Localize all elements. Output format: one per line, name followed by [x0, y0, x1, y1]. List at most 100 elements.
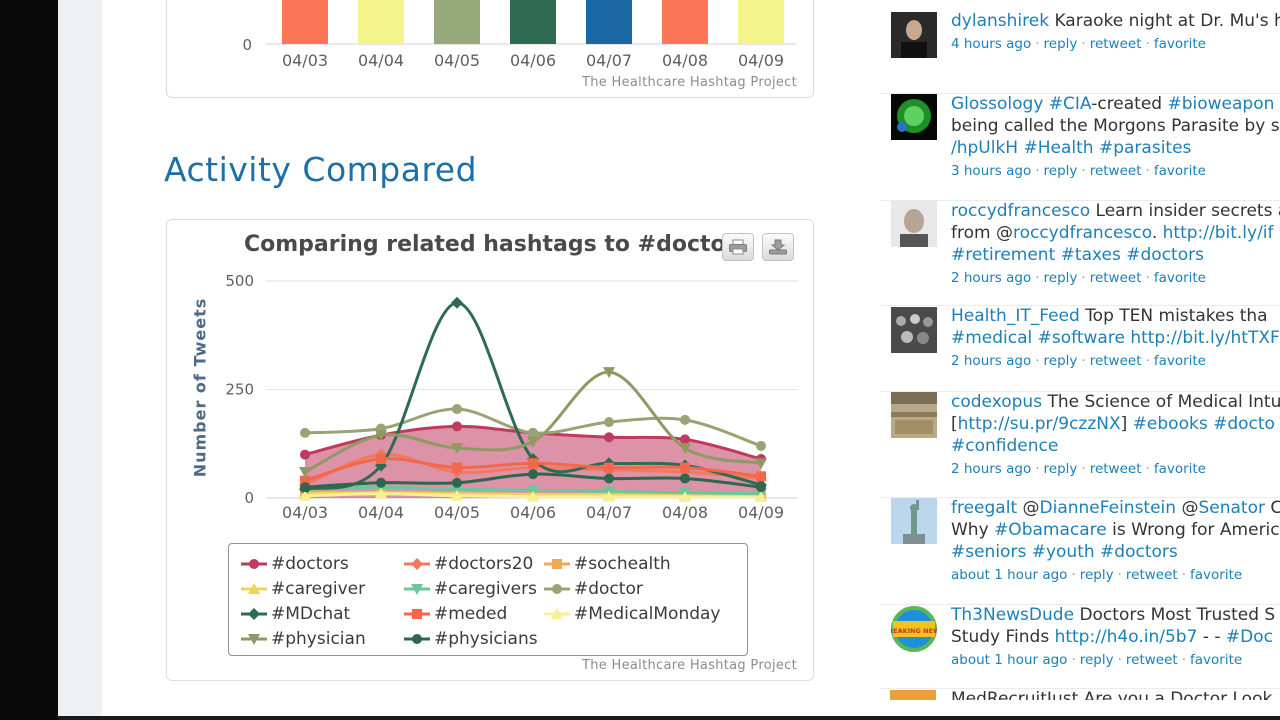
- retweet-link[interactable]: retweet: [1089, 353, 1142, 369]
- tweet-username[interactable]: codexopus: [951, 392, 1043, 412]
- retweet-link[interactable]: retweet: [1089, 461, 1142, 477]
- tweet-link[interactable]: #youth: [1031, 542, 1101, 562]
- tweet-link[interactable]: Senator: [1198, 498, 1265, 518]
- meta-separator: ·: [1081, 36, 1086, 52]
- tweet-timestamp[interactable]: 4 hours ago: [951, 36, 1032, 52]
- tweet-link[interactable]: #CIA: [1048, 94, 1092, 114]
- tweet-timestamp[interactable]: 2 hours ago: [951, 353, 1032, 369]
- retweet-link[interactable]: retweet: [1089, 163, 1142, 179]
- tweet-line: #retirement #taxes #doctors: [951, 244, 1280, 266]
- retweet-link[interactable]: retweet: [1089, 270, 1142, 286]
- tweet-text-segment: The Science of Medical Intu: [1047, 392, 1280, 412]
- avatar-green-globe-icon[interactable]: [891, 94, 937, 140]
- reply-link[interactable]: reply: [1043, 36, 1078, 52]
- tweet-link[interactable]: #Obamacare: [994, 520, 1107, 540]
- tweet-link[interactable]: http://su.pr/9czzNX: [957, 414, 1121, 434]
- download-chart-button[interactable]: [762, 233, 794, 261]
- x-tick-label: 04/07: [586, 51, 632, 70]
- print-chart-button[interactable]: [722, 233, 754, 261]
- bar: [586, 0, 632, 44]
- reply-link[interactable]: reply: [1043, 353, 1078, 369]
- tweet-timestamp[interactable]: about 1 hour ago: [951, 567, 1068, 583]
- tweet-link[interactable]: #software: [1037, 328, 1131, 348]
- reply-link[interactable]: reply: [1079, 567, 1114, 583]
- reply-link[interactable]: reply: [1043, 461, 1078, 477]
- tweet-link[interactable]: http://bit.ly/htTXF: [1130, 328, 1280, 348]
- favorite-link[interactable]: favorite: [1190, 567, 1243, 583]
- tweet-text-segment: Why: [951, 520, 995, 540]
- avatar-breaking-news-icon[interactable]: BREAKING NEWS: [891, 606, 937, 652]
- tweet-link[interactable]: #medical: [951, 328, 1038, 348]
- avatar-statue-icon[interactable]: [891, 498, 937, 544]
- tweet-text: Glossology #CIA-created #bioweapon being …: [951, 93, 1280, 159]
- tweet-link[interactable]: #docto: [1213, 414, 1275, 434]
- tweet-item: Health_IT_Feed Top TEN mistakes tha #medi…: [880, 305, 1280, 392]
- legend-symbol: [241, 608, 267, 620]
- tweet-link[interactable]: #seniors: [951, 542, 1032, 562]
- reply-link[interactable]: reply: [1079, 652, 1114, 668]
- tweet-username[interactable]: freegalt: [951, 498, 1018, 518]
- avatar-library-icon[interactable]: [891, 392, 937, 438]
- tweet-link[interactable]: #taxes: [1060, 245, 1127, 265]
- tweet-link[interactable]: http://bit.ly/if: [1162, 223, 1274, 243]
- data-point: [300, 427, 310, 438]
- tweet-timestamp[interactable]: about 1 hour ago: [951, 652, 1068, 668]
- favorite-link[interactable]: favorite: [1190, 652, 1243, 668]
- data-point: [452, 421, 462, 432]
- avatar-badge-text: BREAKING NEWS: [891, 627, 937, 635]
- tweet-link[interactable]: #confidence: [951, 436, 1059, 456]
- bar: [282, 0, 328, 44]
- retweet-link[interactable]: retweet: [1125, 652, 1178, 668]
- reply-link[interactable]: reply: [1043, 270, 1078, 286]
- tweet-username[interactable]: Health_IT_Feed: [951, 306, 1080, 326]
- favorite-link[interactable]: favorite: [1153, 36, 1206, 52]
- section-title: Activity Compared: [164, 150, 478, 189]
- tweet-item: Glossology #CIA-created #bioweapon being …: [880, 93, 1280, 201]
- data-point: [755, 491, 767, 503]
- tweet-link[interactable]: roccydfrancesco: [1012, 223, 1152, 243]
- tweet-line: Th3NewsDude Doctors Most Trusted S: [951, 604, 1280, 626]
- tweet-link[interactable]: #Health: [1023, 138, 1099, 158]
- avatar-man-dark-icon[interactable]: [891, 12, 937, 58]
- avatar[interactable]: [890, 690, 936, 700]
- tweet-link[interactable]: #parasites: [1098, 138, 1192, 158]
- meta-separator: ·: [1145, 36, 1150, 52]
- tweet-link[interactable]: #doctors: [1126, 245, 1204, 265]
- tweet-link[interactable]: #bioweapon: [1167, 94, 1275, 114]
- legend-label: #sochealth: [574, 554, 671, 574]
- tweet-line: [http://su.pr/9czzNX] #ebooks #docto: [951, 413, 1280, 435]
- reply-link[interactable]: reply: [1043, 163, 1078, 179]
- avatar-crowd-icon[interactable]: [891, 307, 937, 353]
- tweet-timestamp[interactable]: 2 hours ago: [951, 270, 1032, 286]
- retweet-link[interactable]: retweet: [1125, 567, 1178, 583]
- tweet-line: from @roccydfrancesco. http://bit.ly/if: [951, 222, 1280, 244]
- tweet-link[interactable]: http://h4o.in/5b7: [1054, 627, 1198, 647]
- tweet-text-segment: @: [1022, 498, 1040, 518]
- tweet-username[interactable]: dylanshirek: [951, 11, 1050, 31]
- tweet-link[interactable]: #retirement: [951, 245, 1061, 265]
- meta-separator: ·: [1145, 461, 1150, 477]
- tweet-link[interactable]: #doctors: [1100, 542, 1178, 562]
- y-tick-label: 250: [225, 381, 254, 399]
- tweet-link[interactable]: #ebooks: [1132, 414, 1214, 434]
- tweet-timestamp[interactable]: 3 hours ago: [951, 163, 1032, 179]
- tweet-link[interactable]: DianneFeinstein: [1039, 498, 1177, 518]
- favorite-link[interactable]: favorite: [1153, 270, 1206, 286]
- tweet-link[interactable]: #Doc: [1225, 627, 1273, 647]
- tweet-link[interactable]: /hpUlkH: [951, 138, 1024, 158]
- bar: [510, 0, 556, 44]
- retweet-link[interactable]: retweet: [1089, 36, 1142, 52]
- favorite-link[interactable]: favorite: [1153, 461, 1206, 477]
- tweet-timestamp[interactable]: 2 hours ago: [951, 461, 1032, 477]
- tweet-username[interactable]: Th3NewsDude: [951, 605, 1075, 625]
- favorite-link[interactable]: favorite: [1153, 353, 1206, 369]
- chart-credit: The Healthcare Hashtag Project: [582, 75, 797, 90]
- data-point: [756, 440, 766, 451]
- data-point: [528, 469, 538, 480]
- favorite-link[interactable]: favorite: [1153, 163, 1206, 179]
- avatar-man-gray-icon[interactable]: [891, 201, 937, 247]
- data-point: [680, 414, 690, 425]
- tweet-username[interactable]: Glossology: [951, 94, 1044, 114]
- tweet-username[interactable]: roccydfrancesco: [951, 201, 1091, 221]
- data-point: [603, 367, 615, 379]
